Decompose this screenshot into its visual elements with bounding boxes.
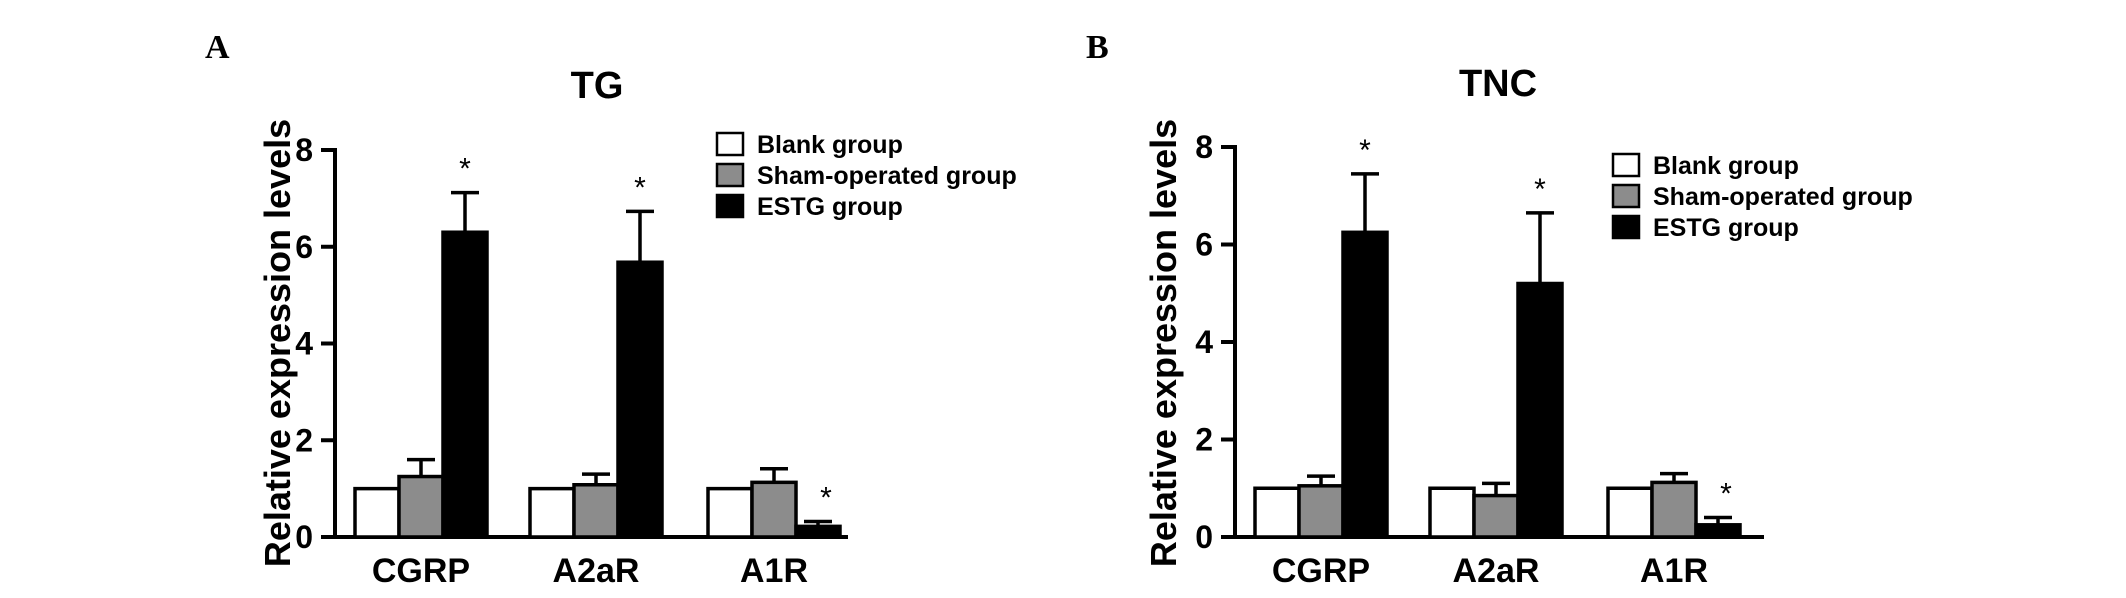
panel-a-legend-label: Sham-operated group <box>757 162 1017 190</box>
panel-a-y-tick-label: 6 <box>295 229 313 265</box>
panel-b-legend-label: ESTG group <box>1653 214 1799 242</box>
panel-b-category-label: CGRP <box>1272 552 1370 590</box>
panel-a-y-tick-label: 0 <box>295 519 313 555</box>
panel-a-significance-star: * <box>459 153 471 186</box>
panel-a-bar-cgrp-3 <box>441 230 489 539</box>
panel-b-significance-star: * <box>1720 478 1732 511</box>
panel-a-bar-a2ar-1 <box>528 486 576 539</box>
panel-b-y-axis-label: Relative expression levels <box>1143 119 1184 567</box>
panel-a-letter: A <box>205 29 230 66</box>
panel-b-y-tick-label: 4 <box>1195 324 1213 360</box>
panel-b-bar-cgrp-2 <box>1297 484 1345 539</box>
panel-b-category-label: A2aR <box>1453 552 1540 590</box>
panel-a-category-label: A1R <box>740 552 808 590</box>
panel-b-y-tick-label: 8 <box>1195 129 1213 165</box>
panel-a-legend-swatch <box>715 162 745 188</box>
panel-b-letter: B <box>1086 29 1109 66</box>
panel-a-legend-label: Blank group <box>757 131 903 159</box>
panel-a-bar-cgrp-2 <box>397 474 445 539</box>
panel-a-significance-star: * <box>820 482 832 515</box>
panel-b-bar-cgrp-3 <box>1341 230 1389 539</box>
panel-b-bar-a2ar-1 <box>1428 486 1476 539</box>
panel-a-bar-cgrp-1 <box>353 486 401 539</box>
panel-b-y-tick-label: 6 <box>1195 227 1213 263</box>
panel-a-y-tick-label: 4 <box>295 326 313 362</box>
panel-a-bar-a2ar-3 <box>616 260 664 539</box>
panel-b-legend-swatch <box>1611 183 1641 209</box>
panel-b-title: TNC <box>1459 63 1537 105</box>
panel-b-bar-a2ar-2 <box>1472 493 1520 539</box>
panel-b-significance-star: * <box>1534 173 1546 206</box>
panel-a-title: TG <box>571 65 624 107</box>
panel-b-y-tick-label: 2 <box>1195 422 1213 458</box>
panel-b-legend-label: Sham-operated group <box>1653 183 1913 211</box>
panel-b-significance-star: * <box>1359 134 1371 167</box>
panel-a-bar-a1r-1 <box>706 486 754 539</box>
panel-a-legend-swatch <box>715 131 745 157</box>
panel-a-legend-swatch <box>715 193 745 219</box>
panel-b-legend-label: Blank group <box>1653 152 1799 180</box>
panel-a-bar-a1r-3 <box>794 524 842 539</box>
panel-a-y-tick-label: 2 <box>295 422 313 458</box>
panel-a-category-label: CGRP <box>372 552 470 590</box>
panel-a-y-tick-label: 8 <box>295 132 313 168</box>
panel-a-significance-star: * <box>634 171 646 204</box>
panel-a-y-axis-label: Relative expression levels <box>257 119 298 567</box>
panel-b-bar-a1r-1 <box>1606 486 1654 539</box>
panel-b-bar-a1r-3 <box>1694 523 1742 539</box>
panel-b-y-tick-label: 0 <box>1195 519 1213 555</box>
panel-b-legend-swatch <box>1611 152 1641 178</box>
panel-b-category-label: A1R <box>1640 552 1708 590</box>
panel-a-legend-label: ESTG group <box>757 193 903 221</box>
panel-b-legend-swatch <box>1611 214 1641 240</box>
panel-b-bar-a2ar-3 <box>1516 281 1564 539</box>
panel-a-bar-a2ar-2 <box>572 483 620 539</box>
panel-a-bar-a1r-2 <box>750 480 798 539</box>
panel-b-bar-a1r-2 <box>1650 480 1698 539</box>
panel-a-category-label: A2aR <box>553 552 640 590</box>
panel-b-bar-cgrp-1 <box>1253 486 1301 539</box>
